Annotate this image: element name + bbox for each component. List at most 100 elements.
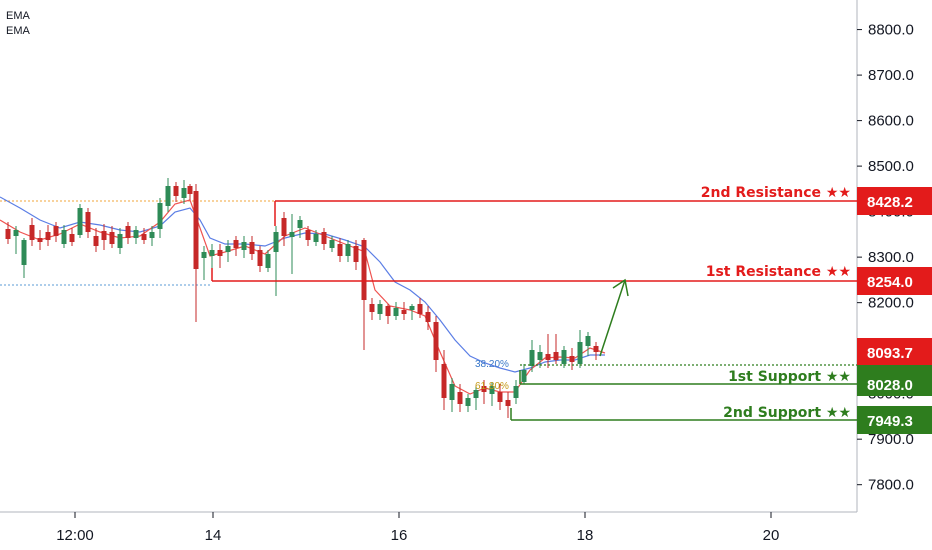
candle-69: [553, 334, 559, 364]
price-tag-support-2-text: 7949.3: [867, 413, 913, 430]
candle-72: [577, 330, 583, 368]
candle-63: [505, 392, 511, 418]
candle-50: [401, 302, 407, 320]
candle-39: [313, 230, 319, 246]
candle-7: [61, 225, 67, 248]
candle-59: [473, 386, 479, 410]
candle-66: [529, 340, 535, 372]
candle-37: [297, 216, 303, 238]
price-tag-support-2: 7949.3: [857, 406, 932, 434]
candle-58: [465, 394, 471, 412]
candle-44: [353, 240, 359, 270]
candle-55: [441, 350, 447, 410]
candle-71: [569, 348, 575, 370]
candle-25: [201, 246, 207, 280]
price-tick-7800: 7800.0: [868, 477, 914, 494]
candle-3: [29, 218, 35, 246]
price-tag-resistance-1-text: 8254.0: [867, 274, 913, 291]
candle-48: [385, 304, 391, 324]
candle-6: [53, 222, 59, 242]
candle-23: [187, 184, 193, 200]
price-tag-current: 8093.7: [857, 338, 932, 365]
time-axis[interactable]: 12:00 14 16 18 20: [56, 512, 779, 544]
projection-arrow-line: [599, 279, 626, 357]
candle-9: [77, 204, 83, 238]
price-tick-7900: 7900.0: [868, 431, 914, 448]
candle-5: [45, 225, 51, 246]
candle-60: [481, 380, 487, 404]
fib-618-label: 61.80%: [475, 381, 509, 392]
candle-46: [369, 298, 375, 320]
price-tag-resistance-1: 8254.0: [857, 267, 932, 295]
resistance-1-label: 1st Resistance ★★: [706, 264, 851, 280]
ema-fast-line: [0, 199, 606, 395]
price-tag-support-1-text: 8028.0: [867, 377, 913, 394]
resistance-2-label: 2nd Resistance ★★: [701, 185, 851, 201]
time-tick-14: 14: [205, 527, 222, 544]
candle-74: [593, 342, 599, 360]
candle-0: [5, 222, 11, 244]
projection-arrow-head: [612, 278, 629, 297]
support-1-label: 1st Support ★★: [728, 369, 851, 385]
candle-12: [101, 224, 107, 250]
candle-33: [265, 250, 271, 272]
candle-62: [497, 384, 503, 410]
candle-21: [173, 182, 179, 202]
candle-65: [521, 364, 527, 384]
candle-8: [69, 228, 75, 246]
candle-43: [345, 240, 351, 262]
candle-61: [489, 382, 495, 406]
candle-45: [361, 238, 367, 350]
candle-19: [157, 198, 163, 238]
candle-47: [377, 300, 383, 320]
candle-2: [21, 238, 27, 278]
candle-30: [241, 236, 247, 258]
price-tag-support-1: 8028.0: [857, 370, 932, 396]
candle-22: [181, 180, 187, 204]
candle-32: [257, 246, 263, 272]
candle-26: [209, 244, 215, 270]
fib-382-label: 38.20%: [475, 359, 509, 370]
candle-18: [149, 226, 155, 246]
candle-34: [273, 226, 279, 296]
price-tick-8500: 8500.0: [868, 158, 914, 175]
candle-35: [281, 212, 287, 246]
price-tick-8200: 8200.0: [868, 295, 914, 312]
time-tick-18: 18: [577, 527, 594, 544]
candle-52: [417, 298, 423, 318]
candle-42: [337, 238, 343, 262]
candle-31: [249, 236, 255, 260]
candle-1: [13, 226, 19, 254]
price-tag-resistance-2-text: 8428.2: [867, 194, 913, 211]
time-tick-16: 16: [391, 527, 408, 544]
candles: [5, 178, 599, 418]
candle-57: [457, 384, 463, 412]
candle-11: [93, 228, 99, 252]
price-tag-current-text: 8093.7: [867, 345, 913, 362]
candle-15: [125, 222, 131, 244]
candle-27: [217, 244, 223, 268]
candle-53: [425, 306, 431, 330]
candle-67: [537, 345, 543, 368]
candle-40: [321, 228, 327, 250]
candle-64: [513, 380, 519, 404]
price-tick-8300: 8300.0: [868, 249, 914, 266]
price-tag-resistance-2: 8428.2: [857, 187, 932, 215]
candle-14: [117, 228, 123, 254]
candle-10: [85, 208, 91, 238]
candle-68: [545, 334, 551, 368]
candle-4: [37, 230, 43, 250]
candle-16: [133, 226, 139, 244]
time-tick-20: 20: [763, 527, 780, 544]
candle-38: [305, 226, 311, 246]
time-tick-12-00: 12:00: [56, 527, 94, 544]
candle-29: [233, 236, 239, 256]
candle-51: [409, 304, 415, 320]
candle-36: [289, 214, 295, 274]
candle-41: [329, 236, 335, 252]
legend-ema-1: EMA: [6, 10, 31, 22]
candle-49: [393, 302, 399, 320]
candle-70: [561, 346, 567, 368]
